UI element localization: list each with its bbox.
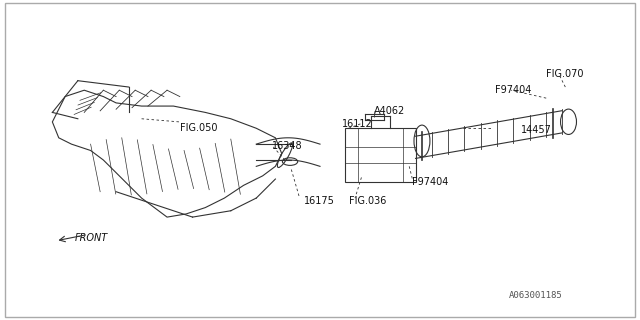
Text: FIG.050: FIG.050 — [180, 123, 218, 133]
Text: F97404: F97404 — [412, 177, 449, 187]
Text: 16175: 16175 — [304, 196, 335, 206]
Text: FRONT: FRONT — [75, 233, 108, 243]
Text: 14457: 14457 — [521, 125, 552, 135]
Text: FIG.036: FIG.036 — [349, 196, 386, 206]
Text: FIG.070: FIG.070 — [546, 69, 584, 79]
Text: F97404: F97404 — [495, 85, 532, 95]
Text: A063001185: A063001185 — [508, 291, 562, 300]
Text: A4062: A4062 — [374, 106, 405, 116]
Text: 16348: 16348 — [272, 141, 303, 151]
Text: 16112: 16112 — [342, 118, 373, 129]
